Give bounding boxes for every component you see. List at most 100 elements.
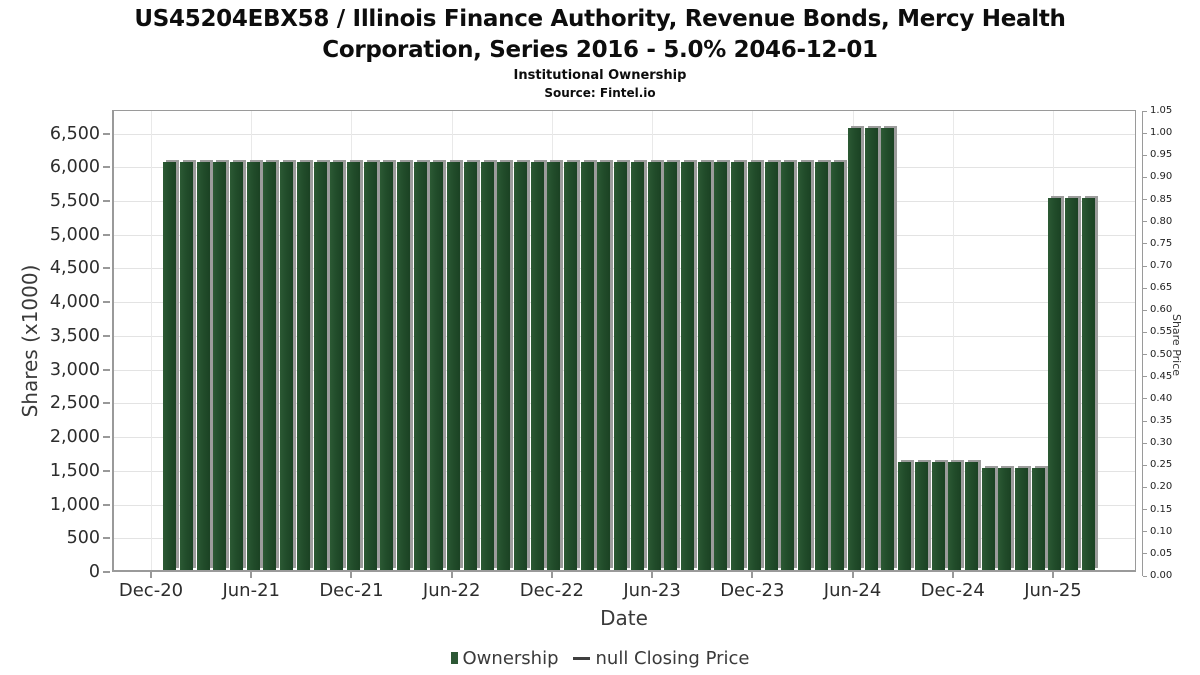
right-axis-tick: [1143, 509, 1147, 511]
ownership-bar: [480, 161, 494, 570]
ownership-bar: [413, 161, 427, 570]
ownership-bar: [246, 161, 260, 570]
x-tick-label: Dec-23: [720, 580, 785, 601]
right-axis-tick: [1143, 110, 1147, 112]
right-axis-tick: [1143, 199, 1147, 201]
x-axis-tick: [250, 572, 253, 578]
y-tick-label: 1,500: [49, 460, 100, 481]
right-axis-tick: [1143, 354, 1147, 356]
closing-price-line-icon: [572, 656, 590, 660]
y-tick-label: 4,500: [49, 258, 100, 279]
right-tick-label: 0.40: [1150, 392, 1173, 404]
chart-source: Source: Fintel.io: [544, 86, 656, 100]
ownership-bar: [797, 161, 811, 570]
y-tick-label: 3,000: [49, 359, 100, 380]
ownership-bar: [681, 161, 694, 570]
ownership-bar: [998, 468, 1012, 570]
y-tick-label: 0: [88, 562, 100, 582]
right-tick-label: 0.30: [1150, 437, 1173, 449]
ownership-bar: [914, 462, 928, 570]
right-tick-label: 0.50: [1150, 348, 1173, 360]
legend-ownership-label: Ownership: [462, 647, 559, 669]
ownership-bar: [397, 161, 411, 570]
x-axis-label: Date: [600, 606, 648, 630]
ownership-bar: [330, 161, 344, 570]
right-tick-label: 0.00: [1150, 570, 1173, 581]
x-axis-tick: [150, 572, 152, 578]
x-axis-tick: [651, 572, 654, 578]
y-tick-label: 4,000: [49, 292, 100, 313]
ownership-bar: [280, 161, 294, 570]
x-axis-tick: [1051, 572, 1054, 578]
chart-subtitle: Institutional Ownership: [513, 68, 687, 83]
right-axis-tick: [1143, 243, 1147, 245]
right-tick-label: 0.95: [1150, 149, 1173, 161]
right-tick-label: 0.15: [1150, 503, 1173, 515]
x-axis-tick: [951, 572, 954, 578]
right-axis-tick: [1143, 287, 1147, 289]
right-tick-label: 0.10: [1150, 525, 1173, 537]
ownership-bar-swatch-icon: [450, 652, 458, 664]
right-tick-label: 0.45: [1150, 370, 1173, 382]
ownership-bar: [964, 462, 978, 570]
x-tick-label: Dec-22: [519, 580, 584, 601]
v-gridline: [952, 111, 954, 570]
y-tick-label: 3,500: [49, 325, 100, 346]
y-axis-tick: [103, 537, 110, 540]
ownership-bar: [814, 161, 828, 570]
x-tick-label: Dec-20: [118, 580, 184, 601]
x-axis-tick: [550, 572, 553, 578]
ownership-bar: [380, 161, 394, 570]
ownership-bar: [881, 128, 895, 570]
plot-area: [112, 110, 1136, 572]
y-tick-label: 1,000: [49, 494, 100, 515]
y-axis-tick: [103, 402, 110, 405]
y-axis-tick: [103, 267, 110, 270]
right-axis-tick: [1143, 154, 1147, 156]
ownership-bar: [781, 161, 795, 570]
y-tick-label: 6,000: [49, 157, 100, 178]
y-tick-label: 500: [66, 528, 100, 549]
x-axis-tick: [751, 572, 754, 578]
y-tick-label: 5,500: [49, 191, 100, 212]
y-axis-tick: [103, 571, 110, 573]
x-axis-tick: [450, 572, 453, 578]
chart-title-line2: Corporation, Series 2016 - 5.0% 2046-12-…: [322, 37, 878, 63]
y-tick-label: 5,000: [49, 224, 100, 245]
right-axis-tick: [1143, 331, 1147, 333]
x-tick-label: Jun-23: [623, 580, 681, 601]
ownership-bar: [697, 161, 711, 570]
right-tick-label: 0.65: [1150, 282, 1173, 294]
right-axis-tick: [1143, 575, 1147, 577]
y-axis-tick: [103, 436, 110, 439]
x-tick-label: Dec-21: [319, 580, 384, 601]
right-axis-tick: [1143, 265, 1147, 267]
y-tick-label: 6,500: [49, 123, 100, 144]
right-axis-tick: [1143, 398, 1147, 400]
right-tick-label: 0.35: [1150, 415, 1173, 426]
ownership-bar: [179, 161, 193, 570]
right-axis-tick: [1143, 442, 1147, 444]
right-axis-tick: [1143, 176, 1147, 178]
legend-price-label: null Closing Price: [595, 647, 750, 669]
right-tick-label: 0.05: [1150, 547, 1173, 559]
right-tick-label: 0.75: [1150, 237, 1173, 249]
right-tick-label: 1.05: [1150, 105, 1173, 116]
right-axis-line: 0.00 0.05 0.10 0.15 0.20 0.25 0.30 0.35 0.40 0.45…: [1142, 105, 1172, 581]
y-axis-tick: [103, 334, 110, 337]
y-axis-tick: [103, 200, 110, 203]
x-tick-label: Jun-22: [422, 580, 481, 601]
ownership-bar: [1065, 198, 1079, 570]
ownership-bar: [346, 161, 360, 570]
right-tick-label: 0.55: [1150, 326, 1173, 338]
ownership-bar: [630, 161, 644, 570]
ownership-bar: [848, 128, 862, 570]
ownership-bar: [931, 462, 945, 570]
y-axis-tick: [103, 368, 110, 371]
y-axis-label-right: Share Price: [1170, 313, 1183, 377]
ownership-bar: [463, 161, 477, 570]
right-axis-tick: [1143, 420, 1147, 422]
x-tick-label: Jun-21: [222, 580, 280, 601]
y-axis-tick: [103, 166, 110, 169]
